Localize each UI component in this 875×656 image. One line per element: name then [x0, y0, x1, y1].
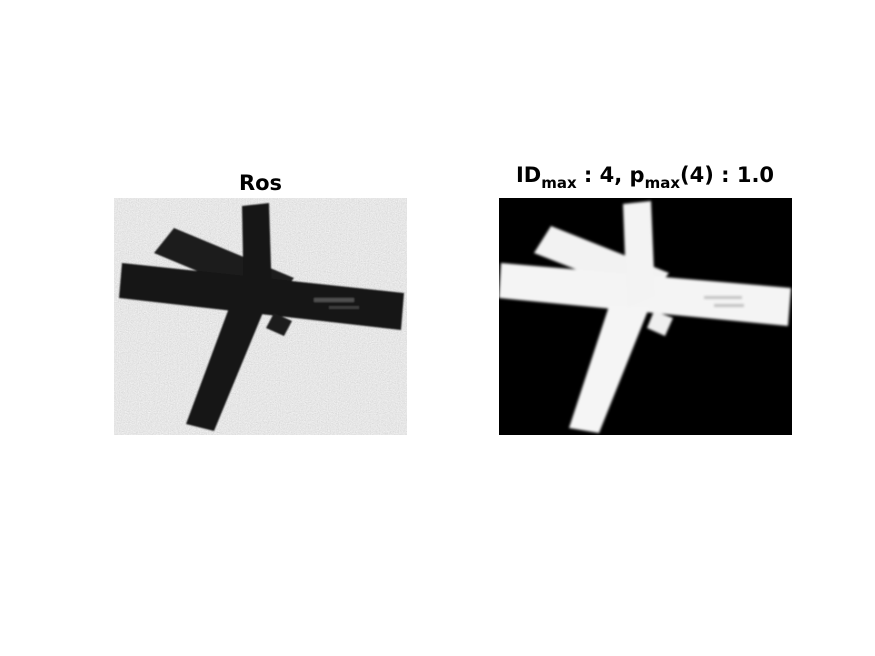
left-photo: [114, 198, 407, 435]
white-cross-mask: [499, 201, 791, 433]
right-mask-image: [499, 198, 792, 435]
dark-cross-object: [119, 203, 404, 431]
left-panel-title: Ros: [238, 171, 283, 195]
right-panel-title: IDmax : 4, pmax(4) : 1.0: [515, 163, 775, 192]
